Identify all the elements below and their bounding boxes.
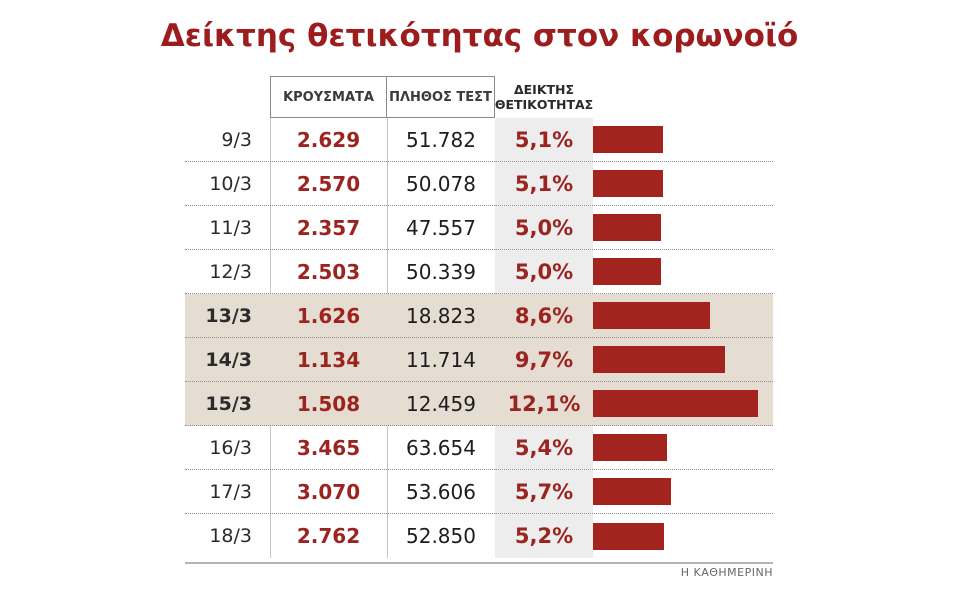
- rate-bar: [593, 214, 661, 241]
- bar-area: [593, 338, 773, 381]
- bar-area: [593, 294, 773, 337]
- table-row: 9/3 2.629 51.782 5,1%: [185, 118, 773, 162]
- bar-area: [593, 118, 773, 161]
- table-row: 14/3 1.134 11.714 9,7%: [185, 338, 773, 382]
- row-cases: 2.629: [296, 127, 361, 152]
- header-rate-line1: ΔΕΙΚΤΗΣ: [513, 82, 575, 97]
- row-tests: 52.850: [406, 524, 476, 548]
- row-tests: 63.654: [406, 435, 476, 460]
- row-rate: 5,2%: [495, 514, 593, 558]
- table-row: 11/3 2.357 47.557 5,0%: [185, 206, 773, 250]
- table-row: 13/3 1.626 18.823 8,6%: [185, 294, 773, 338]
- row-cases: 2.762: [296, 524, 361, 548]
- rate-bar: [593, 258, 661, 285]
- table-row: 15/3 1.508 12.459 12,1%: [185, 382, 773, 426]
- row-tests: 18.823: [406, 303, 476, 328]
- table-row: 18/3 2.762 52.850 5,2%: [185, 514, 773, 558]
- row-date: 11/3: [209, 216, 252, 239]
- row-date: 12/3: [209, 260, 252, 283]
- chart-title: Δείκτης θετικότητας στον κορωνοϊό: [160, 18, 799, 54]
- rate-bar: [593, 390, 758, 417]
- row-date: 14/3: [205, 348, 252, 371]
- table-rows: 9/3 2.629 51.782 5,1% 10/3 2.570 50.078 5,1% 11/…: [185, 118, 773, 558]
- row-tests: 50.339: [406, 259, 476, 284]
- table-header: ΚΡΟΥΣΜΑΤΑ ΠΛΗΘΟΣ ΤΕΣΤ ΔΕΙΚΤΗΣ ΘΕΤΙΚΟΤΗΤΑ…: [185, 76, 773, 118]
- row-rate: 8,6%: [514, 303, 574, 328]
- source-label: Η ΚΑΘΗΜΕΡΙΝΗ: [680, 566, 773, 579]
- bottom-rule: [185, 562, 773, 564]
- row-rate: 9,7%: [514, 347, 574, 372]
- row-rate: 5,1%: [495, 162, 593, 205]
- row-tests: 47.557: [406, 215, 476, 240]
- table-row: 17/3 3.070 53.606 5,7%: [185, 470, 773, 514]
- row-rate: 12,1%: [507, 391, 581, 416]
- row-cases: 1.508: [296, 391, 361, 416]
- row-rate: 5,0%: [495, 250, 593, 293]
- row-date: 10/3: [209, 172, 252, 195]
- rate-bar: [593, 302, 710, 329]
- bar-area: [593, 426, 773, 469]
- rate-bar: [593, 434, 667, 461]
- row-tests: 50.078: [406, 171, 476, 196]
- row-date: 13/3: [205, 304, 252, 327]
- rate-bar: [593, 170, 663, 197]
- row-date: 16/3: [209, 436, 252, 459]
- bar-area: [593, 250, 773, 293]
- row-date: 9/3: [221, 128, 252, 151]
- row-cases: 2.570: [296, 171, 361, 196]
- bar-area: [593, 514, 773, 558]
- row-cases: 2.357: [296, 215, 361, 240]
- row-cases: 1.134: [296, 347, 361, 372]
- row-cases: 3.070: [296, 479, 361, 504]
- bar-area: [593, 382, 773, 425]
- row-rate: 5,0%: [495, 206, 593, 249]
- table-row: 16/3 3.465 63.654 5,4%: [185, 426, 773, 470]
- rate-bar: [593, 478, 671, 505]
- table-row: 12/3 2.503 50.339 5,0%: [185, 250, 773, 294]
- header-cases: ΚΡΟΥΣΜΑΤΑ: [270, 76, 387, 118]
- rate-bar: [593, 126, 663, 153]
- row-rate: 5,1%: [495, 118, 593, 161]
- row-tests: 53.606: [406, 479, 476, 504]
- row-tests: 51.782: [406, 127, 476, 152]
- row-tests: 11.714: [406, 347, 476, 372]
- header-date-spacer: [185, 76, 270, 118]
- row-rate: 5,4%: [495, 426, 593, 469]
- bar-area: [593, 206, 773, 249]
- rate-bar: [593, 522, 664, 550]
- row-tests: 12.459: [406, 391, 476, 416]
- row-rate: 5,7%: [495, 470, 593, 513]
- row-date: 15/3: [205, 392, 252, 415]
- header-tests: ΠΛΗΘΟΣ ΤΕΣΤ: [387, 76, 495, 118]
- row-cases: 3.465: [296, 435, 361, 460]
- bar-area: [593, 470, 773, 513]
- row-cases: 1.626: [296, 303, 361, 328]
- row-cases: 2.503: [296, 259, 361, 284]
- bar-area: [593, 162, 773, 205]
- header-rate: ΔΕΙΚΤΗΣ ΘΕΤΙΚΟΤΗΤΑΣ: [495, 76, 593, 118]
- table-row: 10/3 2.570 50.078 5,1%: [185, 162, 773, 206]
- data-table: ΚΡΟΥΣΜΑΤΑ ΠΛΗΘΟΣ ΤΕΣΤ ΔΕΙΚΤΗΣ ΘΕΤΙΚΟΤΗΤΑ…: [185, 76, 773, 558]
- row-date: 18/3: [209, 525, 252, 547]
- rate-bar: [593, 346, 725, 373]
- row-date: 17/3: [209, 480, 252, 503]
- header-rate-line2: ΘΕΤΙΚΟΤΗΤΑΣ: [494, 97, 594, 112]
